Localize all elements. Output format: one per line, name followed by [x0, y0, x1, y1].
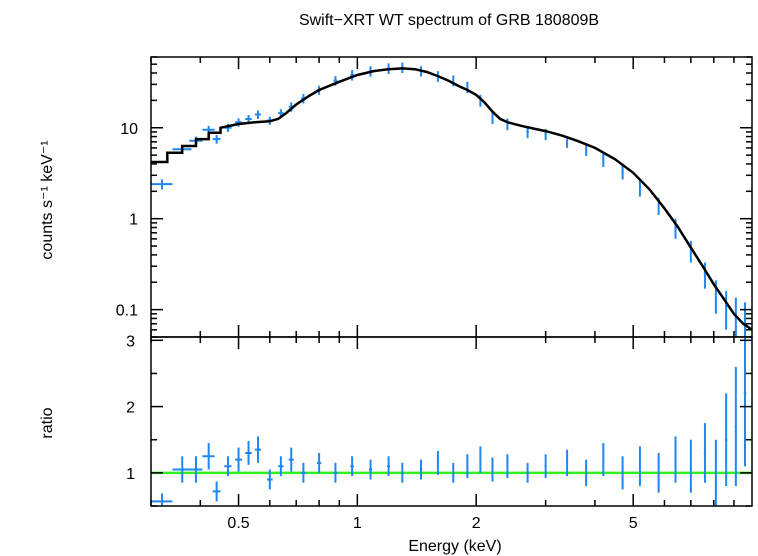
spectrum-data-point [506, 118, 509, 131]
ratio-y-axis-label: ratio [39, 407, 56, 438]
ratio-data-points [151, 337, 747, 506]
x-tick-label: 1 [353, 515, 362, 532]
ratio-data-point [266, 469, 273, 490]
ratio-data-point [526, 462, 529, 483]
ratio-data-point [301, 462, 306, 483]
ratio-data-point [202, 443, 215, 470]
ratio-data-point [387, 456, 391, 477]
ratio-data-point [452, 462, 455, 483]
ratio-data-point [350, 456, 354, 477]
ratio-data-point [657, 452, 660, 493]
spectrum-frame [150, 56, 753, 338]
ratio-data-point [585, 459, 588, 487]
spectrum-ticks: 0.1 1 10 [116, 56, 752, 338]
y-tick-label: 1 [126, 466, 135, 483]
ratio-data-point [151, 493, 173, 506]
y-tick-label: 1 [129, 212, 138, 229]
x-tick-label: 5 [629, 515, 638, 532]
ratio-data-point [734, 366, 737, 487]
spectrum-data-point [350, 70, 354, 81]
spectrum-data-point [491, 111, 494, 124]
ratio-data-point [602, 443, 605, 477]
ratio-data-point [506, 454, 509, 479]
ratio-data-point [316, 452, 322, 473]
ratio-data-point [419, 459, 423, 480]
ratio-data-point [638, 446, 641, 487]
ratio-data-point [278, 456, 284, 477]
x-tick-label: 0.5 [227, 515, 249, 532]
spectrum-y-axis-label: counts s⁻¹ keV⁻¹ [39, 140, 56, 259]
ratio-data-point [491, 457, 494, 482]
ratio-data-point [212, 481, 221, 502]
x-tick-label: 2 [472, 515, 481, 532]
ratio-data-point [288, 447, 294, 472]
spectrum-data-point [602, 152, 605, 168]
ratio-data-point [466, 454, 469, 479]
ratio-panel: 0.5 1 2 5 1 2 3 ratio Energy (keV) [39, 333, 753, 555]
y-tick-label: 0.1 [116, 303, 138, 320]
ratio-data-point [254, 436, 262, 463]
ratio-data-point [245, 441, 252, 465]
ratio-data-point [674, 436, 677, 483]
x-axis-label: Energy (keV) [408, 538, 501, 555]
y-tick-label: 2 [126, 400, 135, 417]
spectrum-data-point [689, 240, 692, 263]
spectrum-data-point [724, 291, 728, 330]
y-tick-label: 3 [126, 333, 135, 350]
ratio-data-point [235, 447, 242, 472]
ratio-data-point [621, 456, 624, 490]
ratio-data-point [172, 456, 192, 483]
ratio-data-point [566, 449, 569, 477]
ratio-data-point [724, 393, 728, 487]
ratio-data-point [689, 439, 692, 493]
y-tick-label: 10 [120, 121, 138, 138]
ratio-data-point [544, 454, 547, 479]
spectrum-data-point [621, 164, 624, 180]
spectrum-panel: 0.1 1 10 counts s⁻¹ keV⁻¹ [39, 56, 753, 338]
ratio-data-point [479, 446, 482, 473]
spectrum-data-point [638, 180, 641, 197]
spectrum-data-point [151, 179, 173, 190]
spectrum-data-point [254, 110, 262, 119]
ratio-data-point [743, 337, 747, 467]
spectrum-data-point [212, 135, 221, 144]
spectrum-model-line [151, 67, 753, 331]
ratio-data-point [368, 459, 373, 480]
ratio-frame [150, 336, 753, 507]
spectrum-data-point [743, 302, 747, 337]
ratio-data-point [333, 462, 338, 483]
ratio-data-point [714, 439, 717, 506]
chart-title: Swift−XRT WT spectrum of GRB 180809B [299, 12, 599, 29]
ratio-ticks: 0.5 1 2 5 1 2 3 [126, 333, 752, 532]
ratio-data-point [436, 450, 439, 475]
ratio-data-point [224, 456, 232, 477]
ratio-data-point [400, 462, 404, 483]
ratio-data-point [189, 456, 203, 483]
ratio-data-point [703, 423, 707, 483]
